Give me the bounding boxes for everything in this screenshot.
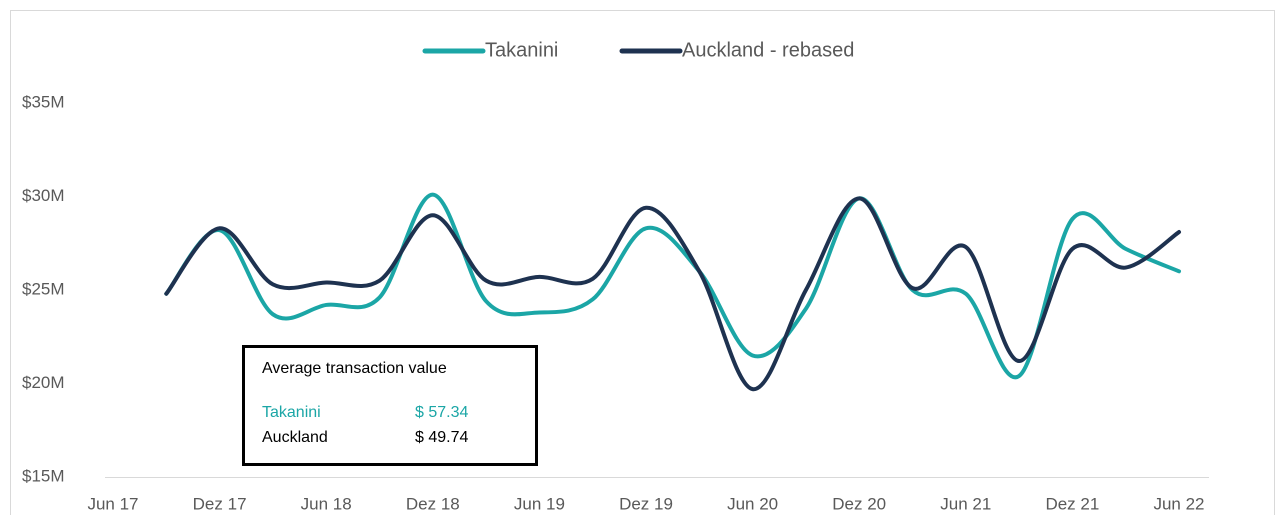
annotation-label: Takanini xyxy=(262,404,321,421)
y-tick-label: $25M xyxy=(22,279,65,298)
x-tick-label: Jun 17 xyxy=(87,494,138,513)
annotation-box: Average transaction value Takanini $ 57.… xyxy=(242,345,538,466)
legend-label: Auckland - rebased xyxy=(682,39,854,61)
annotation-title: Average transaction value xyxy=(262,360,447,377)
x-tick-label: Dez 18 xyxy=(406,494,460,513)
x-tick-label: Jun 18 xyxy=(301,494,352,513)
x-tick-label: Dez 17 xyxy=(193,494,247,513)
annotation-frame xyxy=(242,345,538,466)
x-tick-label: Jun 19 xyxy=(514,494,565,513)
y-tick-label: $20M xyxy=(22,373,65,392)
chart-border xyxy=(10,10,1275,515)
annotation-value: $ 49.74 xyxy=(415,429,468,446)
x-tick-label: Dez 19 xyxy=(619,494,673,513)
y-tick-label: $30M xyxy=(22,186,65,205)
annotation-value: $ 57.34 xyxy=(415,404,468,421)
x-tick-label: Dez 21 xyxy=(1045,494,1099,513)
x-tick-label: Jun 22 xyxy=(1153,494,1204,513)
x-tick-label: Dez 20 xyxy=(832,494,886,513)
y-tick-label: $15M xyxy=(22,466,65,485)
y-tick-label: $35M xyxy=(22,92,65,111)
x-tick-label: Jun 20 xyxy=(727,494,778,513)
x-tick-label: Jun 21 xyxy=(940,494,991,513)
annotation-label: Auckland xyxy=(262,429,328,446)
series-line xyxy=(164,196,1181,392)
legend-label: Takanini xyxy=(485,39,558,61)
